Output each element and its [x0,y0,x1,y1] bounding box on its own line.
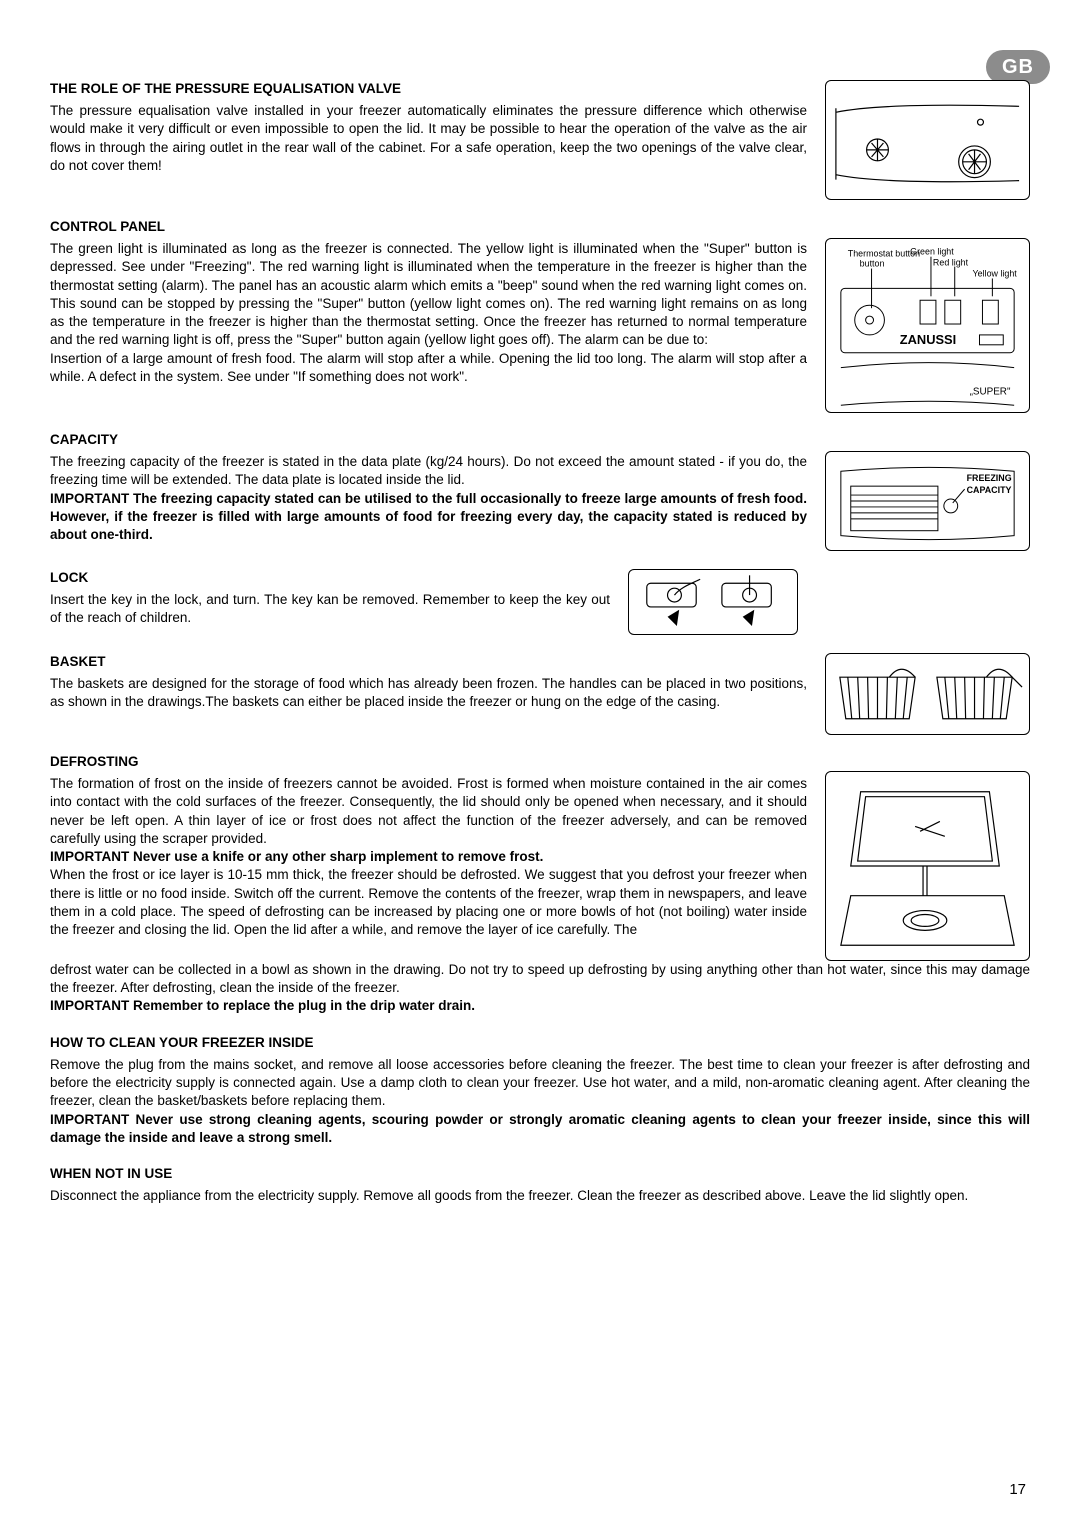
svg-text:button: button [860,259,885,269]
lock-body: Insert the key in the lock, and turn. Th… [50,591,610,627]
control-figure: Thermostat button button Green light Red… [825,238,1030,413]
defrost-imp2: IMPORTANT Remember to replace the plug i… [50,997,1030,1015]
clean-important: IMPORTANT Never use strong cleaning agen… [50,1111,1030,1147]
defrost-imp1: IMPORTANT Never use a knife or any other… [50,848,807,866]
lbl-cap: CAPACITY [967,485,1012,495]
control-body: The green light is illuminated as long a… [50,240,807,349]
page-number: 17 [1009,1480,1026,1500]
lock-figure [628,569,798,635]
defrost-body1: The formation of frost on the inside of … [50,775,807,848]
control-title: CONTROL PANEL [50,218,807,236]
defrost-body2: When the frost or ice layer is 10-15 mm … [50,866,807,939]
lbl-super: „SUPER" [970,386,1011,397]
basket-figure [825,653,1030,735]
lbl-yellow: Yellow light [973,268,1018,278]
lock-title: LOCK [50,569,610,587]
capacity-figure: FREEZING CAPACITY [825,451,1030,551]
lbl-red: Red light [933,258,969,268]
lbl-freezing: FREEZING [967,473,1012,483]
valve-figure [825,80,1030,200]
valve-title: THE ROLE OF THE PRESSURE EQUALISATION VA… [50,80,807,98]
country-badge: GB [986,50,1050,84]
control-body2: Insertion of a large amount of fresh foo… [50,350,807,386]
capacity-important: IMPORTANT The freezing capacity stated c… [50,490,807,545]
defrost-figure [825,771,1030,961]
notinuse-title: WHEN NOT IN USE [50,1165,1030,1183]
defrost-body3: defrost water can be collected in a bowl… [50,961,1030,997]
lbl-brand: ZANUSSI [900,332,956,347]
lbl-green: Green light [910,247,954,257]
notinuse-body: Disconnect the appliance from the electr… [50,1187,1030,1205]
basket-body: The baskets are designed for the storage… [50,675,807,711]
capacity-title: CAPACITY [50,431,807,449]
defrost-title: DEFROSTING [50,753,807,771]
clean-body: Remove the plug from the mains socket, a… [50,1056,1030,1111]
capacity-body: The freezing capacity of the freezer is … [50,453,807,489]
valve-body: The pressure equalisation valve installe… [50,102,807,175]
basket-title: BASKET [50,653,807,671]
clean-title: HOW TO CLEAN YOUR FREEZER INSIDE [50,1034,1030,1052]
